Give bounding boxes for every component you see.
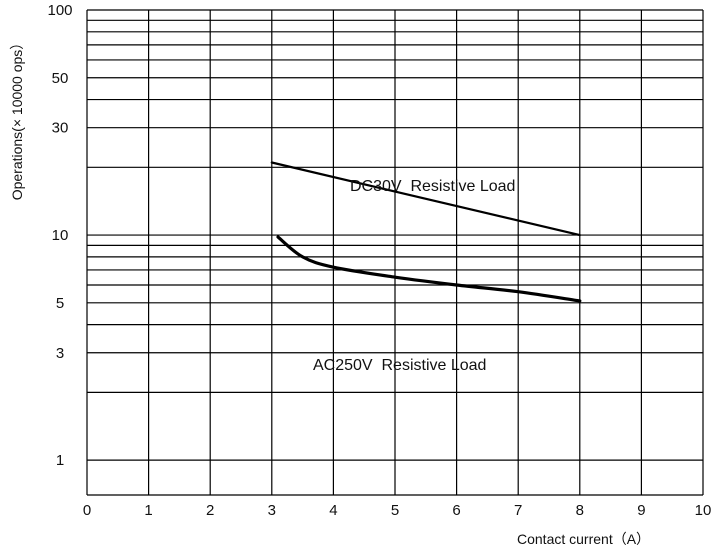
y-tick-label: 1	[56, 452, 64, 469]
x-tick-label: 9	[637, 502, 645, 519]
x-tick-label: 3	[268, 502, 276, 519]
x-tick-label: 1	[144, 502, 152, 519]
series-lines	[270, 161, 582, 303]
x-tick-label: 8	[576, 502, 584, 519]
y-tick-label: 10	[52, 227, 69, 244]
x-tick-label: 0	[83, 502, 91, 519]
x-tick-label: 5	[391, 502, 399, 519]
x-tick-label: 2	[206, 502, 214, 519]
x-tick-label: 4	[329, 502, 337, 519]
y-tick-label: 100	[47, 2, 72, 19]
series-line-dc30v	[270, 161, 581, 237]
x-tick-label: 6	[452, 502, 460, 519]
x-axis-title: Contact current（A）	[517, 531, 650, 547]
y-axis-title: Operations(× 10000 ops）	[9, 36, 25, 201]
y-tick-label: 30	[52, 120, 69, 137]
y-tick-label: 5	[56, 295, 64, 312]
x-tick-label: 10	[695, 502, 712, 519]
y-tick-label: 50	[52, 70, 69, 87]
tick-labels: 0 1 2 3 4 5 6 7 8 9 10 1 3 5 10 30 50 100	[47, 2, 711, 519]
series-line-ac250v	[276, 235, 582, 303]
y-tick-label: 3	[56, 345, 64, 362]
x-tick-label: 7	[514, 502, 522, 519]
series-label-dc30v: DC30V Resistive Load	[350, 178, 515, 195]
grid	[86, 9, 704, 496]
series-label-ac250v: AC250V Resistive Load	[313, 357, 486, 374]
